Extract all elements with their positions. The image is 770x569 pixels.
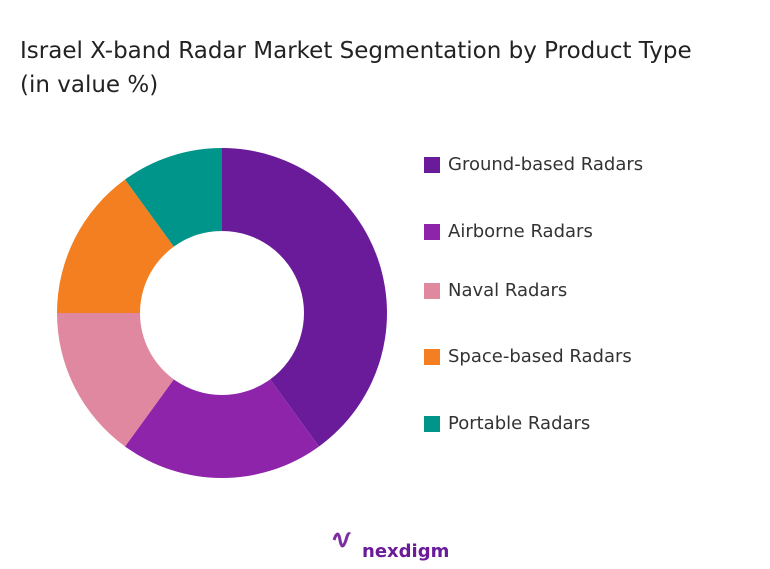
legend-swatch bbox=[424, 224, 440, 240]
donut-slice bbox=[222, 148, 387, 447]
legend-swatch bbox=[424, 283, 440, 299]
legend-label: Naval Radars bbox=[448, 280, 567, 301]
donut-slice bbox=[125, 148, 222, 247]
donut-slice bbox=[125, 379, 319, 478]
legend-swatch bbox=[424, 157, 440, 173]
logo-icon bbox=[332, 532, 352, 548]
donut-slice bbox=[57, 313, 174, 447]
legend-label: Space-based Radars bbox=[448, 346, 632, 367]
legend-label: Portable Radars bbox=[448, 413, 590, 434]
legend-swatch bbox=[424, 349, 440, 365]
legend-label: Ground-based Radars bbox=[448, 154, 643, 175]
logo: nexdigm bbox=[362, 541, 449, 562]
legend-label: Airborne Radars bbox=[448, 221, 593, 242]
legend-swatch bbox=[424, 416, 440, 432]
donut-slice bbox=[57, 179, 174, 313]
chart-title: Israel X-band Radar Market Segmentation … bbox=[20, 38, 692, 98]
